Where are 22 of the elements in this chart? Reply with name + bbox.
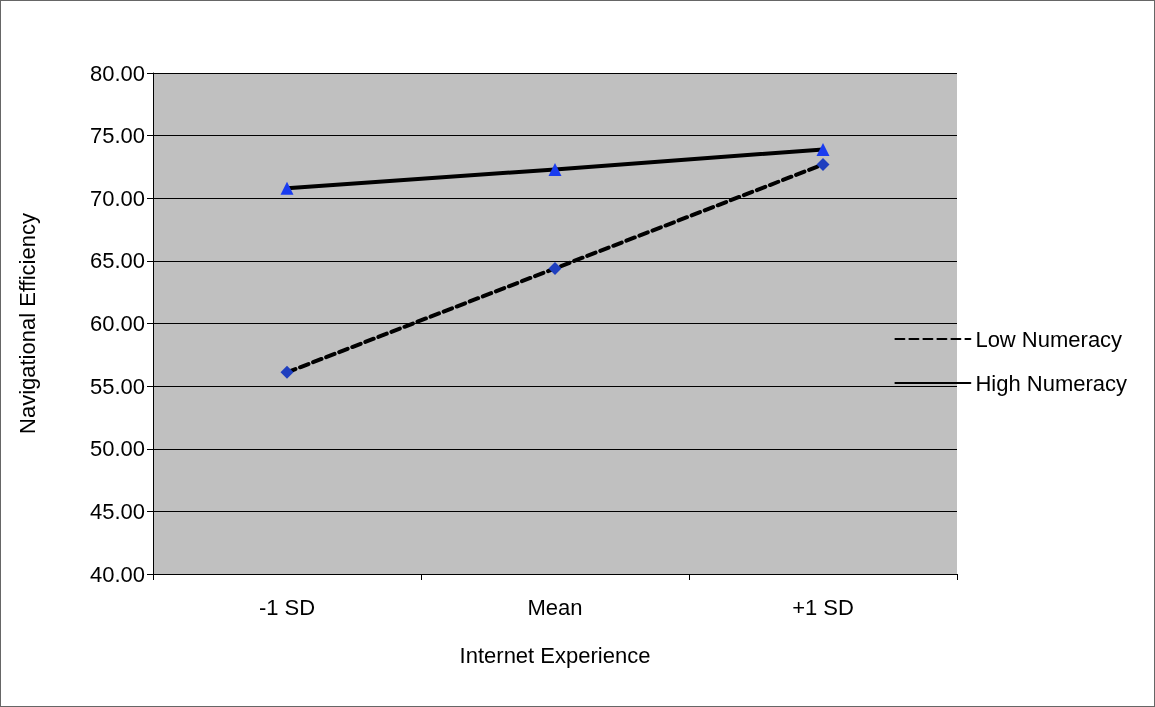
- y-tick-label: 50.00: [89, 436, 145, 462]
- x-tick-label: -1 SD: [258, 594, 316, 620]
- point: [816, 157, 830, 171]
- point: [548, 162, 562, 176]
- x-tick-label: Mean: [527, 594, 583, 620]
- y-axis-title: Navigational Efficiency: [14, 213, 40, 434]
- y-tick-label: 65.00: [89, 248, 145, 274]
- y-tick-label: 70.00: [89, 185, 145, 211]
- y-tick-label: 75.00: [89, 123, 145, 149]
- legend-label: Low Numeracy: [975, 326, 1123, 352]
- x-tick-label: +1 SD: [792, 594, 854, 620]
- point: [548, 261, 562, 275]
- point: [280, 181, 294, 195]
- y-tick-label: 45.00: [89, 498, 145, 524]
- legend-label: High Numeracy: [975, 370, 1127, 396]
- point: [816, 142, 830, 156]
- x-axis-title: Internet Experience: [459, 642, 651, 668]
- y-tick-label: 80.00: [89, 60, 145, 86]
- y-tick-label: 55.00: [89, 373, 145, 399]
- point: [280, 365, 294, 379]
- y-tick-label: 60.00: [89, 311, 145, 336]
- y-tick-label: 40.00: [89, 561, 145, 587]
